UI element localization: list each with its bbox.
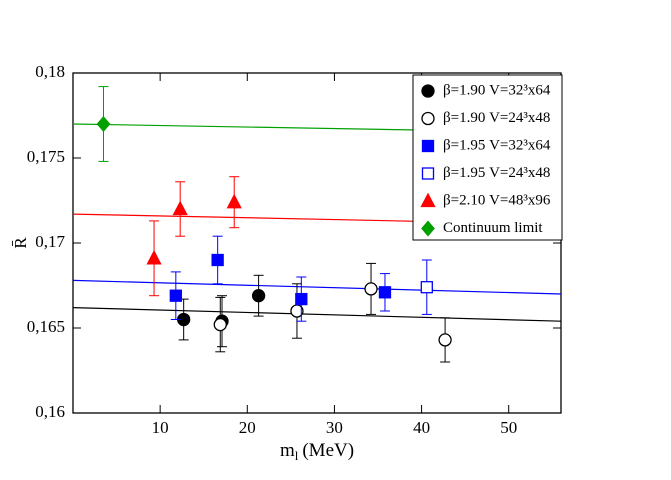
marker	[226, 193, 242, 209]
marker	[421, 84, 435, 98]
fit-line	[72, 307, 562, 322]
y-axis-label: R̄	[11, 237, 30, 249]
legend: β=1.90 V=32³x64 β=1.90 V=24³x48 β=1.95 V=3…	[412, 74, 563, 241]
x-tick-label: 50	[500, 418, 517, 437]
y-tick-label: 0,165	[27, 317, 65, 336]
legend-label: β=1.90 V=24³x48	[443, 110, 550, 126]
x-tick-label: 30	[326, 418, 343, 437]
marker	[420, 281, 433, 294]
marker	[421, 220, 435, 237]
x-tick-label: 20	[239, 418, 256, 437]
fit-line	[72, 279, 562, 295]
y-tick-label: 0,17	[35, 232, 65, 251]
x-label-sub: l	[295, 448, 299, 463]
legend-label: β=1.95 V=32³x64	[443, 137, 551, 153]
legend-label: β=1.90 V=32³x64	[443, 82, 551, 98]
y-tick-label: 0,16	[35, 402, 65, 421]
marker	[146, 249, 162, 265]
marker	[251, 289, 266, 303]
x-tick-label: 10	[152, 418, 169, 437]
x-label-unit: (MeV)	[302, 440, 354, 461]
marker	[213, 317, 227, 332]
x-label-base: m	[280, 440, 295, 461]
marker	[169, 289, 182, 302]
x-tick-label: 40	[413, 418, 430, 437]
marker	[211, 253, 224, 267]
marker	[96, 116, 111, 132]
legend-label: β=1.95 V=24³x48	[443, 165, 550, 181]
marker	[295, 292, 308, 306]
y-tick-label: 0,18	[35, 62, 65, 81]
x-axis-label: ml (MeV)	[280, 440, 354, 463]
marker	[378, 286, 392, 299]
y-tick-label: 0,175	[27, 147, 65, 166]
marker	[421, 111, 435, 126]
legend-label: Continuum limit	[443, 220, 543, 236]
marker	[420, 192, 436, 208]
marker	[438, 333, 452, 347]
marker	[421, 167, 435, 180]
marker	[364, 282, 378, 296]
legend-label: β=2.10 V=48³x96	[443, 192, 551, 208]
marker	[172, 200, 188, 216]
legend-box	[412, 74, 563, 241]
marker	[421, 139, 435, 153]
